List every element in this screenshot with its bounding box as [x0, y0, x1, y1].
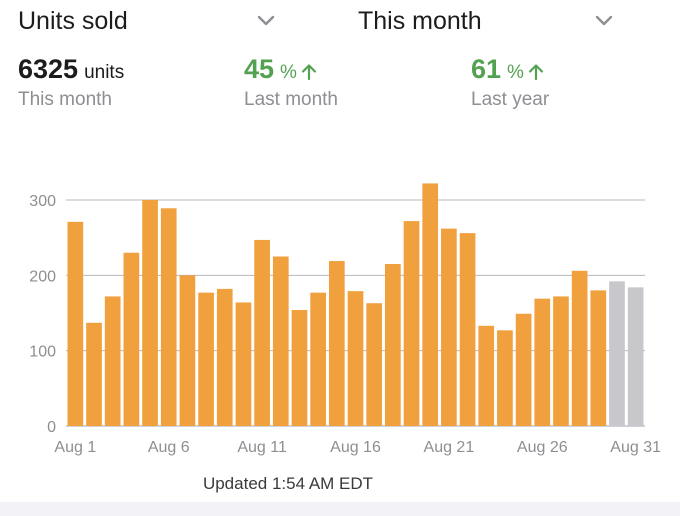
bar: [310, 292, 326, 426]
period-selector-label: This month: [358, 6, 482, 35]
bar: [328, 261, 345, 426]
bar: [403, 221, 420, 426]
x-tick-label: Aug 6: [148, 439, 190, 456]
bar: [497, 330, 513, 426]
bar: [86, 322, 102, 426]
bar: [291, 309, 308, 426]
bar: [478, 325, 495, 426]
bar: [179, 275, 196, 426]
bar: [627, 287, 644, 426]
units-sold-bar-chart: 0 100 200 300 Aug 1 Aug 6 Aug 11 Aug 16 Aug 21 Au…: [29, 183, 661, 456]
bar: [198, 292, 214, 426]
bar: [347, 291, 364, 426]
bar: [422, 183, 439, 426]
stat-value: 61: [471, 54, 502, 84]
x-tick-label: Aug 26: [517, 439, 568, 456]
bar: [272, 256, 289, 426]
x-tick-label: Aug 21: [424, 439, 475, 456]
stat-unit: %: [507, 62, 524, 83]
bar: [104, 296, 121, 426]
y-tick-label: 0: [47, 419, 56, 436]
updated-timestamp: Updated 1:54 AM EDT: [202, 474, 374, 493]
stat-unit: %: [280, 62, 297, 83]
bar: [571, 270, 588, 426]
x-tick-label: Aug 16: [330, 439, 381, 456]
bottom-bar: [0, 502, 680, 516]
y-tick-label: 200: [29, 268, 56, 285]
period-selector[interactable]: This month: [358, 4, 614, 38]
stat-last-year: 61 % Last year: [471, 54, 549, 111]
bar: [590, 290, 607, 426]
chevron-down-icon: [257, 15, 275, 26]
stat-value: 6325: [18, 54, 79, 84]
x-tick-label: Aug 31: [610, 439, 661, 456]
bar: [160, 208, 177, 426]
bar: [67, 221, 84, 426]
stat-sublabel: Last month: [244, 89, 338, 110]
stat-this-month: 6325 units This month: [18, 54, 124, 111]
bar: [254, 239, 270, 426]
y-tick-label: 100: [29, 344, 56, 361]
x-tick-label: Aug 1: [54, 439, 96, 456]
bar: [235, 302, 252, 426]
bar: [385, 264, 401, 426]
bar: [441, 228, 457, 426]
y-tick-label: 300: [29, 193, 56, 210]
arrow-up-icon: [301, 63, 317, 80]
stat-sublabel: Last year: [471, 89, 550, 110]
stat-unit: units: [84, 62, 125, 83]
chevron-down-icon: [595, 15, 613, 26]
bar: [142, 200, 158, 426]
stat-value: 45: [244, 54, 275, 84]
bar: [366, 303, 383, 426]
bar: [216, 288, 233, 426]
bar: [515, 313, 532, 426]
bar: [459, 233, 476, 426]
metric-selector-label: Units sold: [18, 6, 128, 35]
bar: [534, 298, 551, 426]
metric-selector[interactable]: Units sold: [18, 4, 276, 38]
arrow-up-icon: [528, 63, 544, 80]
x-tick-label: Aug 11: [237, 439, 287, 456]
bar: [609, 281, 625, 426]
bar: [123, 252, 140, 426]
stat-sublabel: This month: [18, 89, 112, 110]
stat-last-month: 45 % Last month: [244, 54, 338, 111]
bar: [553, 296, 569, 426]
